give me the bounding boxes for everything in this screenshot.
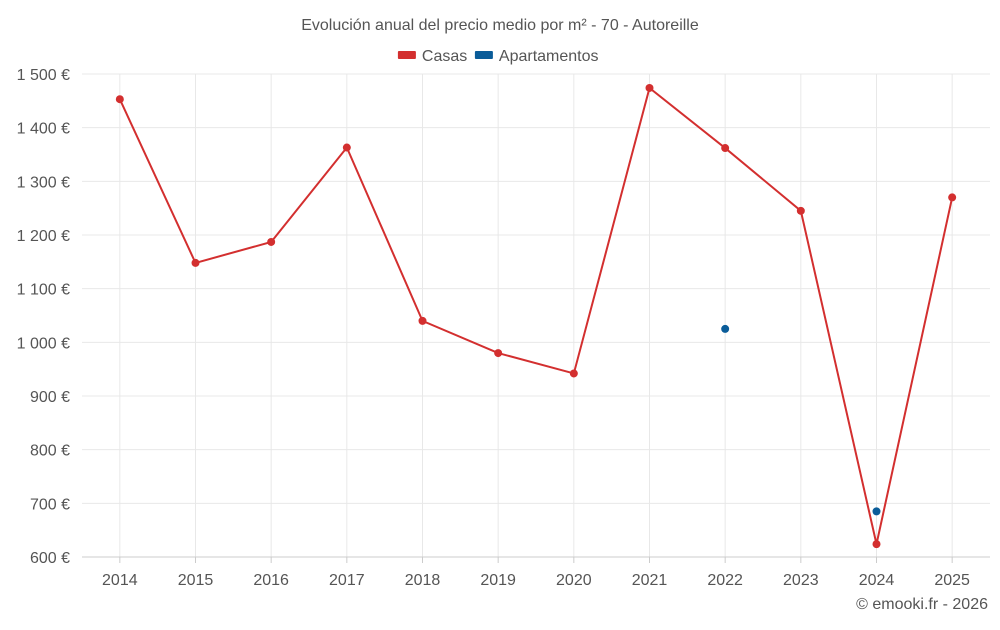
data-point	[418, 316, 427, 325]
data-point	[872, 540, 881, 549]
series-apartamentos	[721, 324, 881, 516]
x-tick-label: 2015	[178, 572, 214, 589]
x-tick-label: 2019	[480, 572, 516, 589]
y-tick-label: 1 200 €	[17, 228, 70, 245]
data-point	[721, 324, 730, 333]
data-point	[191, 258, 200, 267]
legend-item: Apartamentos	[474, 48, 599, 65]
legend-label: Casas	[422, 48, 467, 65]
data-point	[342, 143, 351, 152]
chart-title: Evolución anual del precio medio por m² …	[301, 17, 699, 34]
x-tick-label: 2016	[253, 572, 289, 589]
x-tick-label: 2018	[405, 572, 441, 589]
y-tick-label: 700 €	[30, 496, 70, 513]
data-point	[796, 206, 805, 215]
y-tick-label: 1 500 €	[17, 67, 70, 84]
data-point	[721, 144, 730, 153]
y-tick-label: 900 €	[30, 389, 70, 406]
y-tick-label: 600 €	[30, 550, 70, 567]
x-tick-label: 2023	[783, 572, 819, 589]
y-tick-label: 1 300 €	[17, 174, 70, 191]
y-tick-label: 1 400 €	[17, 121, 70, 138]
x-tick-label: 2014	[102, 572, 138, 589]
legend-swatch	[397, 51, 416, 59]
data-point	[569, 369, 578, 378]
legend: Casas Apartamentos	[397, 48, 599, 65]
y-axis: 600 € 700 € 800 € 900 € 1 000 € 1 100 € 1 200 …	[17, 67, 70, 567]
x-axis: 2014 2015 2016 2017 2018 2019 2020 2021 2022 2023…	[82, 556, 990, 589]
data-point	[267, 237, 276, 246]
x-tick-label: 2022	[707, 572, 743, 589]
data-point	[872, 507, 881, 516]
legend-swatch	[474, 51, 493, 59]
y-tick-label: 1 000 €	[17, 335, 70, 352]
x-tick-label: 2025	[934, 572, 970, 589]
series-casas	[115, 83, 957, 549]
data-point	[494, 349, 503, 358]
x-tick-label: 2020	[556, 572, 592, 589]
footer-credit: © emooki.fr - 2026	[856, 596, 988, 613]
series-line	[118, 86, 954, 545]
legend-item: Casas	[397, 48, 467, 65]
y-tick-label: 1 100 €	[17, 282, 70, 299]
y-tick-label: 800 €	[30, 443, 70, 460]
data-point	[115, 95, 124, 104]
series-layer	[115, 83, 957, 549]
x-tick-label: 2021	[632, 572, 668, 589]
x-tick-label: 2024	[859, 572, 895, 589]
data-point	[948, 193, 957, 202]
grid	[82, 73, 990, 558]
data-point	[645, 83, 654, 92]
x-tick-label: 2017	[329, 572, 365, 589]
legend-label: Apartamentos	[499, 48, 599, 65]
